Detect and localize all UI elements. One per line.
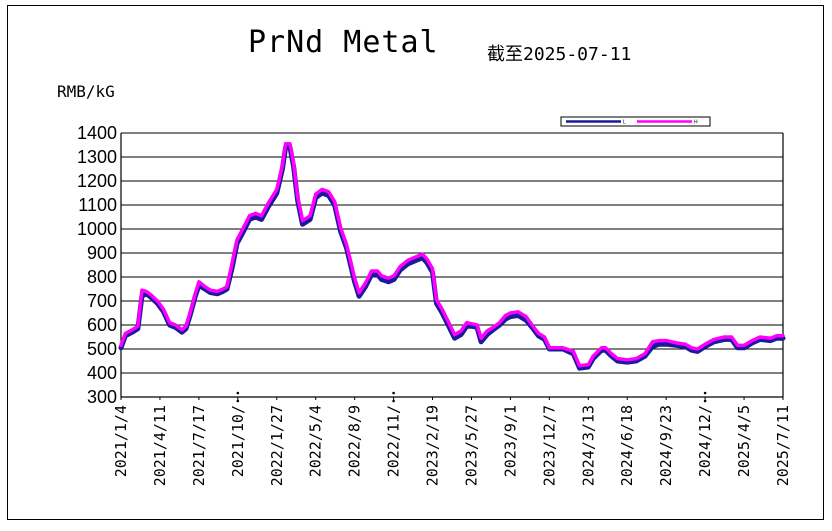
y-tick-label: 800 <box>87 267 117 287</box>
chart-title: PrNd Metal <box>248 25 439 60</box>
x-tick-label: 2021/10/ <box>229 405 247 477</box>
x-tick-label: 2022/1/27 <box>268 405 286 486</box>
series-line-H <box>119 142 785 368</box>
x-tick-label: 2023/12/7 <box>540 405 558 486</box>
x-tick-label: 2024/9/23 <box>657 405 675 486</box>
x-tick-label: 2024/12/ <box>696 405 714 477</box>
x-tick-label: 2024/6/18 <box>618 405 636 486</box>
legend-label-H: H <box>694 120 698 126</box>
x-tick-label: 2023/5/27 <box>462 405 480 486</box>
y-tick-label: 500 <box>87 339 117 359</box>
legend-box <box>560 116 711 127</box>
y-tick-label: 700 <box>87 291 117 311</box>
x-tick-label: 2025/7/11 <box>774 405 792 486</box>
x-tick-label: 2023/9/1 <box>501 405 519 477</box>
y-tick-label: 1100 <box>78 195 117 215</box>
x-tick-label: 2021/4/11 <box>151 405 169 486</box>
y-tick-label: 1000 <box>77 219 117 239</box>
x-axis-marker-dot <box>703 391 707 395</box>
x-tick-label: 2021/7/17 <box>190 405 208 486</box>
y-tick-label: 1300 <box>77 147 117 167</box>
x-tick-label: 2024/3/13 <box>579 405 597 486</box>
y-axis-unit-label: RMB/kG <box>57 82 115 101</box>
x-axis-marker-dot <box>236 391 240 395</box>
x-tick-label: 2022/8/9 <box>346 405 364 477</box>
series-line-L <box>118 144 786 371</box>
x-tick-label: 2022/11/ <box>385 405 403 477</box>
plot-area <box>121 133 783 397</box>
y-tick-label: 900 <box>87 243 117 263</box>
x-tick-label: 2023/2/19 <box>424 405 442 486</box>
x-axis-marker-dot <box>392 399 395 403</box>
y-tick-label: 1200 <box>77 171 117 191</box>
legend-label-L: L <box>623 120 626 126</box>
y-tick-label: 300 <box>87 387 117 407</box>
x-axis-marker-dot <box>392 391 395 395</box>
y-tick-label: 400 <box>87 363 117 383</box>
x-tick-label: 2025/4/5 <box>735 405 753 477</box>
x-tick-label: 2022/5/4 <box>307 405 325 477</box>
x-axis-marker-dot <box>703 399 707 403</box>
chart-subtitle: 截至2025-07-11 <box>487 44 632 65</box>
x-axis-marker-dot <box>236 399 240 403</box>
y-tick-label: 600 <box>87 315 117 335</box>
y-tick-label: 1400 <box>77 123 117 143</box>
x-tick-label: 2021/1/4 <box>112 405 130 477</box>
